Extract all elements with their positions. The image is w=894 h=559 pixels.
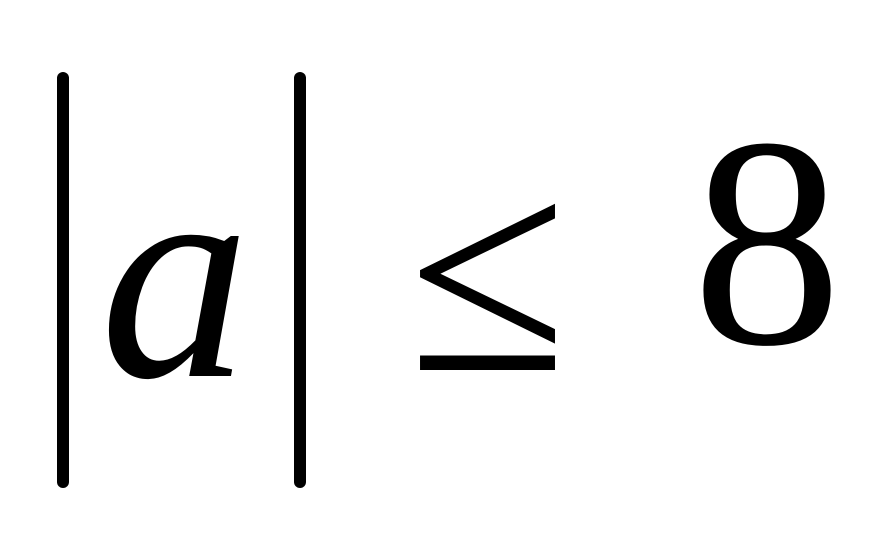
absolute-value-left-bar: [57, 72, 69, 488]
bound-number: 8: [692, 76, 842, 408]
variable-a: a: [100, 109, 250, 441]
absolute-value-right-bar: [294, 72, 306, 488]
less-than-or-equal-symbol: ≤: [408, 112, 568, 433]
